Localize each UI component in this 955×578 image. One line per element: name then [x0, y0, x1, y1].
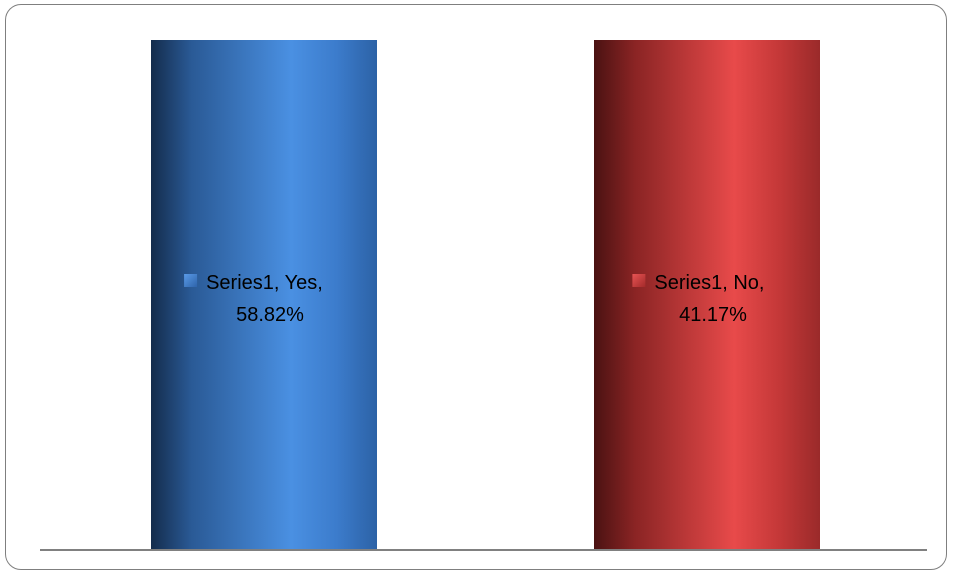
- data-label-series-yes: Series1, Yes,: [206, 272, 323, 294]
- data-label-value-yes: 58.82%: [236, 304, 304, 326]
- data-label-series-no: Series1, No,: [654, 272, 764, 294]
- bar-yes: [151, 40, 377, 550]
- data-label-yes: Series1, Yes, 58.82%: [184, 272, 323, 326]
- bars-layer: [151, 40, 820, 550]
- data-label-no: Series1, No, 41.17%: [632, 272, 764, 326]
- labels-layer: Series1, Yes, 58.82% Series1, No, 41.17%: [184, 272, 764, 326]
- legend-key-no: [632, 274, 646, 287]
- bar-no: [594, 40, 820, 550]
- legend-key-yes: [184, 274, 198, 287]
- data-label-value-no: 41.17%: [679, 304, 747, 326]
